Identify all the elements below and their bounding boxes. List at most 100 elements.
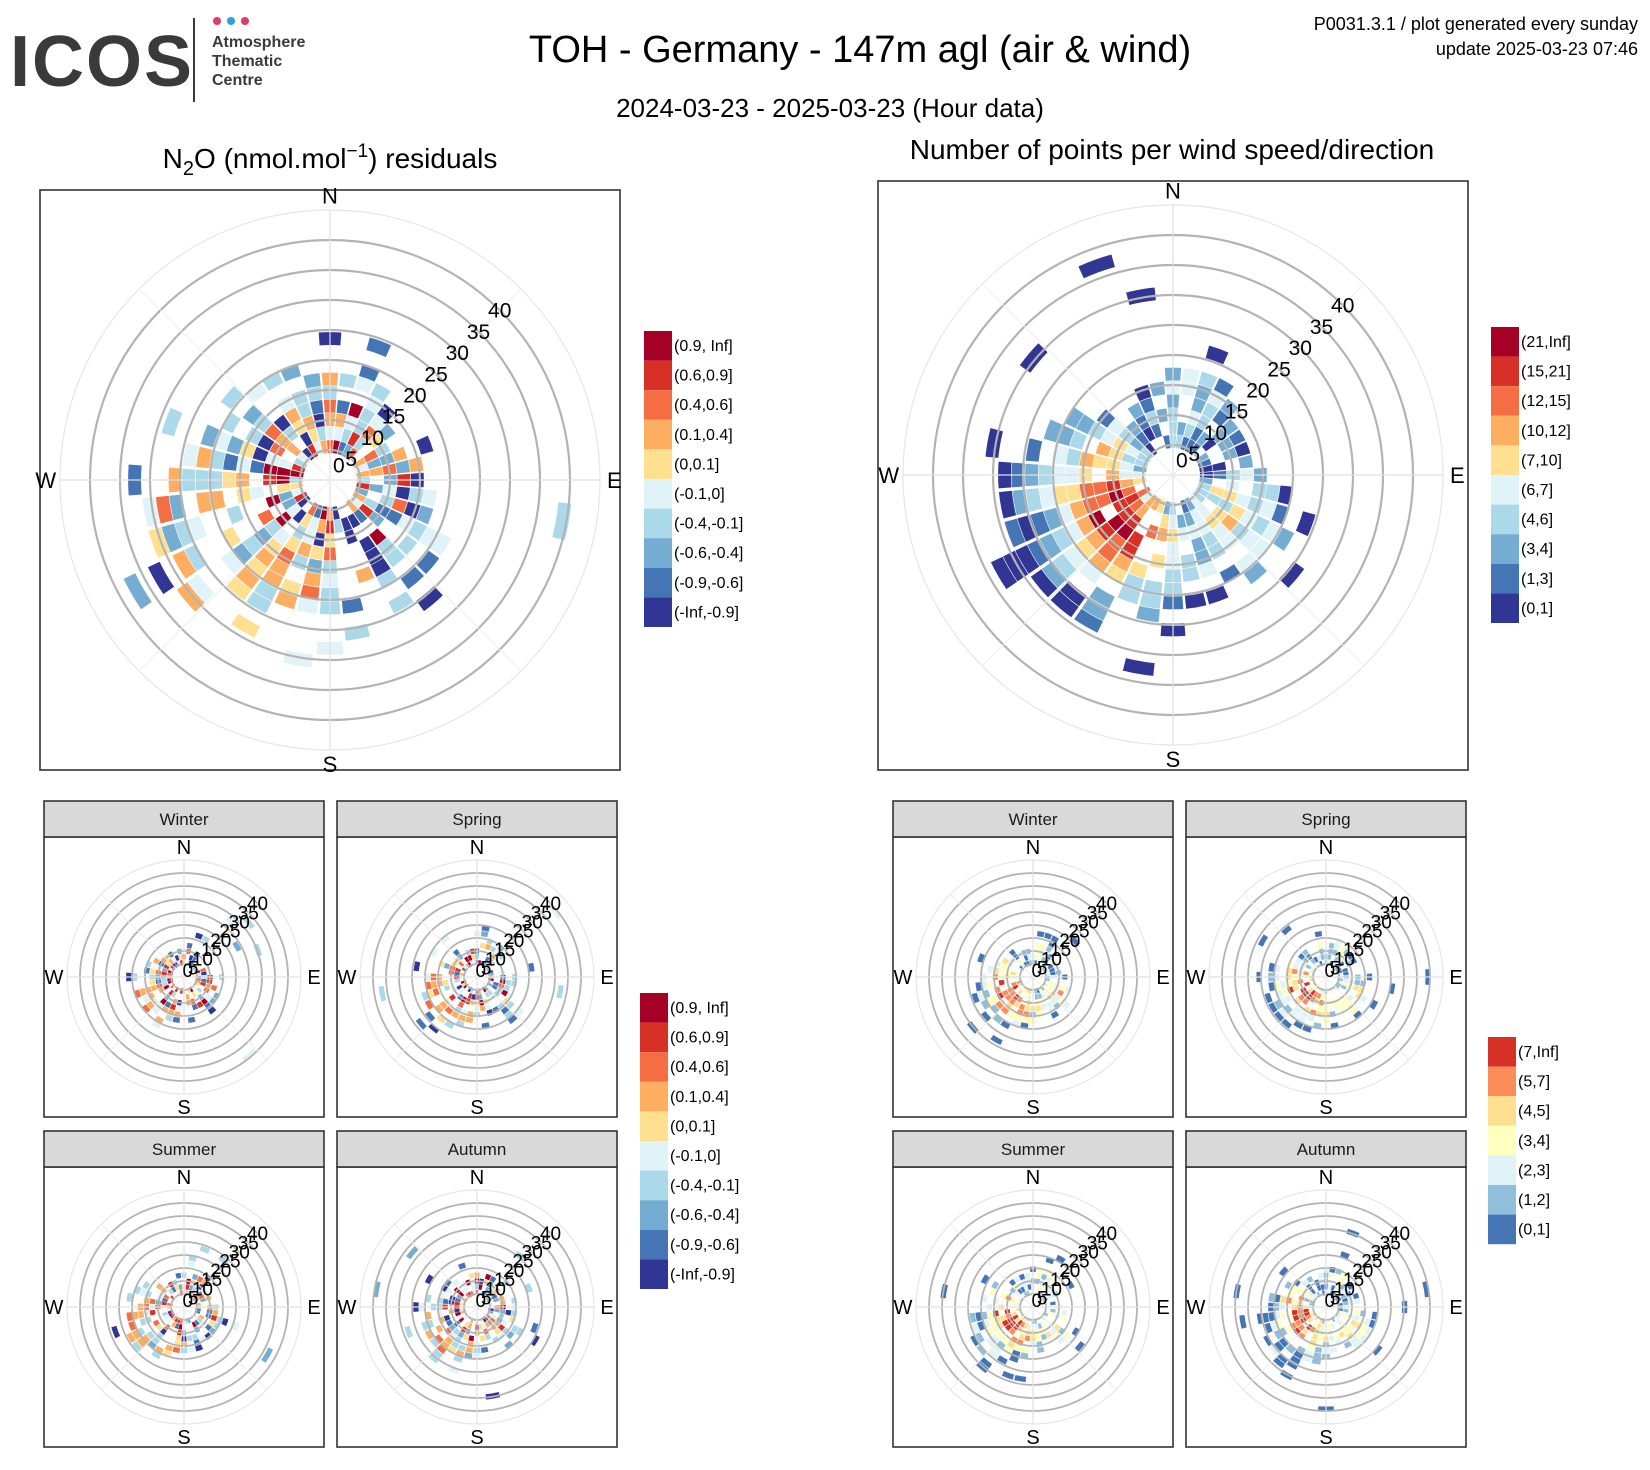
compass-s: S: [323, 752, 338, 777]
polar-cell: [1239, 1315, 1247, 1329]
polar-cell: [1343, 978, 1349, 983]
polar-cell: [502, 1278, 510, 1287]
polar-cell: [1320, 994, 1325, 1000]
compass-w: W: [1187, 1297, 1206, 1319]
polar-cell: [347, 513, 361, 529]
polar-cell: [201, 978, 207, 983]
radial-tick-label: 5: [1188, 443, 1200, 466]
radial-tick-label: 0: [183, 1291, 194, 1312]
radial-tick-label: 20: [1352, 1261, 1373, 1282]
radial-tick-label: 30: [1371, 913, 1392, 934]
polar-cell: [196, 491, 213, 514]
polar-cell: [1047, 984, 1054, 990]
compass-e: E: [1449, 1297, 1462, 1319]
radial-tick-label: 10: [485, 949, 506, 970]
polar-cell: [981, 1011, 992, 1022]
polar-cell: [286, 503, 302, 518]
axis-diag: [100, 1223, 268, 1391]
polar-cell: [182, 443, 200, 467]
polar-cell: [191, 1286, 197, 1293]
polar-cell: [204, 994, 213, 1002]
polar-cell: [1010, 1301, 1016, 1306]
polar-cell: [453, 1354, 463, 1363]
polar-cell: [479, 942, 486, 949]
polar-cell: [1122, 658, 1155, 676]
polar-cell: [171, 1321, 177, 1328]
legend-swatch: [640, 1170, 668, 1201]
polar-cell: [1004, 1324, 1013, 1332]
polar-grid: [915, 1189, 1151, 1425]
polar-cell: [986, 1327, 995, 1337]
polar-cell: [1330, 1346, 1338, 1353]
polar-cell: [151, 1020, 162, 1030]
polar-cell: [147, 561, 175, 595]
legend-swatch: [1488, 1214, 1516, 1245]
polar-cell: [150, 984, 158, 992]
polar-cell: [416, 586, 443, 612]
polar-cell: [494, 1327, 502, 1336]
polar-cell: [1294, 1287, 1302, 1295]
polar-cell: [204, 1332, 213, 1340]
polar-cell: [467, 1323, 473, 1329]
polar-cell: [1095, 441, 1112, 457]
radial-tick-label: 15: [494, 940, 515, 961]
polar-cell: [250, 486, 265, 500]
polar-cell: [1069, 430, 1087, 450]
polar-cell: [1369, 999, 1379, 1010]
polar-cell: [178, 1284, 183, 1290]
radial-tick-label: 25: [512, 922, 533, 943]
polar-cell: [1205, 585, 1229, 605]
polar-cell: [505, 979, 512, 986]
polar-cell: [1050, 997, 1058, 1006]
polar-cell: [1286, 1360, 1299, 1370]
polar-cell: [1346, 1332, 1355, 1340]
polar-cell: [1294, 957, 1302, 965]
polar-cell: [1001, 1370, 1015, 1380]
polar-cell: [171, 1286, 177, 1293]
polar-cell: [1013, 1001, 1021, 1009]
polar-cell: [1262, 521, 1282, 544]
polar-cell: [1221, 418, 1239, 436]
polar-cell: [370, 558, 391, 577]
polar-cell: [339, 373, 357, 389]
polar-cell: [155, 1002, 164, 1010]
radial-tick-label: 30: [522, 1243, 543, 1264]
polar-cell: [1037, 931, 1045, 938]
polar-cell: [1043, 507, 1063, 531]
polar-cell: [1040, 956, 1046, 963]
polar-cell: [1307, 987, 1314, 993]
facet-strip: [1185, 1130, 1467, 1168]
polar-cell: [1053, 994, 1062, 1002]
polar-cell: [283, 650, 313, 668]
polar-cell: [987, 965, 994, 973]
polar-cell: [502, 1327, 510, 1336]
polar-cell: [1014, 1291, 1021, 1297]
legend-swatch: [1488, 1125, 1516, 1156]
polar-cell: [1269, 1344, 1280, 1356]
polar-cell: [191, 1333, 199, 1341]
polar-cell: [369, 484, 384, 494]
polar-cell: [458, 987, 465, 993]
polar-cell: [223, 453, 239, 471]
polar-cell: [1037, 955, 1043, 961]
logo-dot-1: [213, 17, 221, 25]
polar-cell: [1320, 1284, 1325, 1290]
polar-cell: [168, 958, 174, 965]
polar-cell: [1023, 1285, 1029, 1291]
polar-cell: [500, 1006, 510, 1015]
polar-cell: [986, 997, 995, 1007]
radial-tick-label: 20: [403, 385, 426, 408]
polar-cell: [1293, 1327, 1301, 1336]
polar-cell: [1037, 993, 1043, 999]
polar-cell: [1047, 1294, 1054, 1300]
polar-cell: [1317, 1005, 1324, 1012]
polar-cell: [1279, 561, 1305, 588]
polar-cell: [1196, 503, 1211, 519]
compass-n: N: [177, 1167, 191, 1189]
polar-cell: [1291, 968, 1298, 975]
polar-cell: [1017, 1288, 1023, 1295]
polar-cell: [1012, 1314, 1019, 1320]
polar-cell: [991, 1324, 1000, 1334]
radial-tick-label: 35: [1087, 903, 1108, 924]
polar-cell: [207, 1006, 217, 1015]
